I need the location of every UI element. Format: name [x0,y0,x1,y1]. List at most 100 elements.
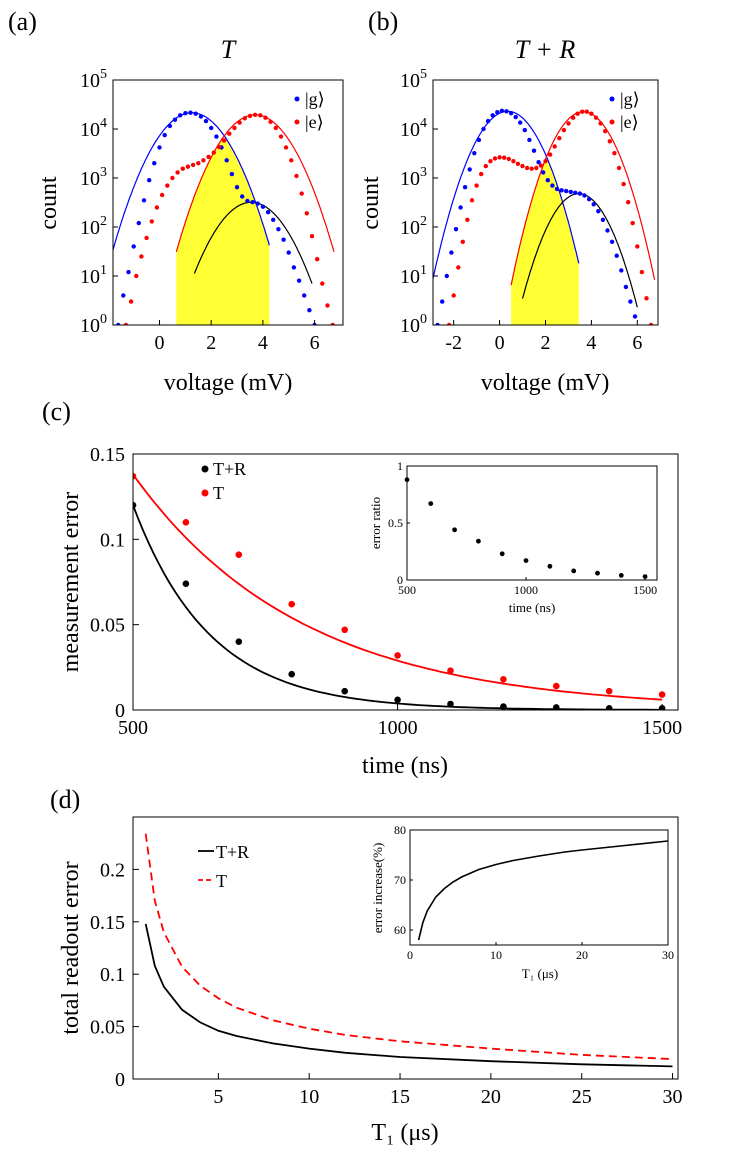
data-point [185,164,191,169]
data-point [481,126,486,132]
data-point [488,159,493,164]
d-y-tick-label: 0.15 [90,912,125,934]
legend-label-g-a: |g⟩ [305,89,325,109]
data-point [209,125,214,131]
di-x-tick-label: 30 [662,948,674,962]
data-point [492,156,498,161]
data-point [116,322,121,325]
legend-marker-e-a [294,119,300,125]
panel-a: T 0 2 4 6 100 101 102 103 104 105 count voltage (… [36,35,344,396]
data-point [499,108,505,114]
data-point [247,113,253,119]
data-point [394,652,401,659]
data-point [591,202,596,207]
legend-a: |g⟩ |e⟩ [294,89,325,132]
inset-x-label-d: T₁ (μs) [522,966,558,981]
data-point [605,228,610,233]
data-point [325,303,330,308]
a-y-tick-label: 102 [80,214,107,239]
data-point [529,166,534,171]
panel-label-b: (b) [368,7,398,36]
data-point [260,204,266,209]
data-point [288,600,296,608]
data-point [123,322,129,325]
data-point [183,111,188,116]
a-x-tick-label: 4 [258,332,268,354]
inset-frame-d [409,829,669,946]
b-x-tick-label: 2 [541,332,551,354]
overlap-fill [176,136,270,325]
data-point [229,171,235,177]
legend-label-e-b: |e⟩ [620,112,639,132]
d-y-tick-label: 0.2 [100,859,125,881]
data-point [134,273,139,279]
data-point [128,299,134,304]
inset-c: 500 1000 1500 0 0.5 1 error ratio time (ns) [368,459,658,615]
data-point [593,115,599,120]
x-axis-label-d: T₁ (μs) [371,1120,438,1146]
data-point [304,211,309,216]
b-y-tick-label: 103 [400,165,427,190]
data-point [447,700,454,708]
legend-marker-g-a [294,96,300,102]
d-y-tick-label: 0.05 [90,1017,125,1039]
legend-marker-t-c [201,489,209,497]
data-point [545,178,550,183]
inset-y-label-d: error increase(%) [370,843,385,934]
c-y-tick-label: 0 [115,700,125,722]
c-y-tick-label: 0.05 [90,615,125,637]
data-point [180,166,185,171]
plot-frame-c [132,453,679,711]
data-point [330,322,335,325]
data-point [635,244,640,249]
b-y-tick-label: 104 [400,116,427,141]
y-axis-label-c: measurement error [58,492,84,673]
data-point [552,144,557,149]
a-x-tick-label: 0 [155,332,165,354]
data-point [178,113,183,118]
c-y-tick-label: 0.15 [90,444,125,466]
data-point [458,205,463,210]
data-point [273,125,278,131]
data-point [500,676,507,683]
data-point [263,115,268,120]
x-axis-label-c: time (ns) [362,753,448,779]
data-point [170,175,175,181]
ci-x-tick-label: 1500 [633,583,657,597]
data-point [550,183,555,188]
fit-line [133,473,663,701]
data-point [227,131,232,136]
d-x-tick-label: 25 [572,1086,592,1108]
data-point [614,253,619,258]
data-point [554,186,560,192]
data-point [500,703,507,710]
inset-data-point [452,527,457,533]
di-x-tick-label: 20 [576,948,588,962]
data-point [447,667,454,674]
inset-x-label-c: time (ns) [509,600,556,615]
series-line [144,833,673,1060]
data-point [570,115,576,120]
data-point [242,116,247,121]
inset-d: 0 10 20 30 60 70 80 error increase(%) T₁ (μs) [370,823,674,981]
di-y-tick-label: 70 [394,873,406,887]
data-point [506,156,511,162]
inset-data-point [523,558,529,563]
data-point [211,150,216,155]
x-axis-label-a: voltage (mV) [164,370,293,396]
data-point [460,239,465,244]
data-point [515,161,521,166]
panel-label-d: (d) [50,785,80,814]
data-point [449,250,454,255]
d-x-tick-label: 30 [663,1086,683,1108]
data-point [268,119,273,125]
data-point [444,273,449,279]
data-point [502,155,507,160]
data-point [553,682,560,690]
data-point [504,109,509,114]
inset-frame-c [406,465,658,581]
data-point [165,183,170,188]
a-x-tick-label: 2 [206,332,216,354]
data-point [511,159,516,164]
inset-data-point [499,551,505,557]
